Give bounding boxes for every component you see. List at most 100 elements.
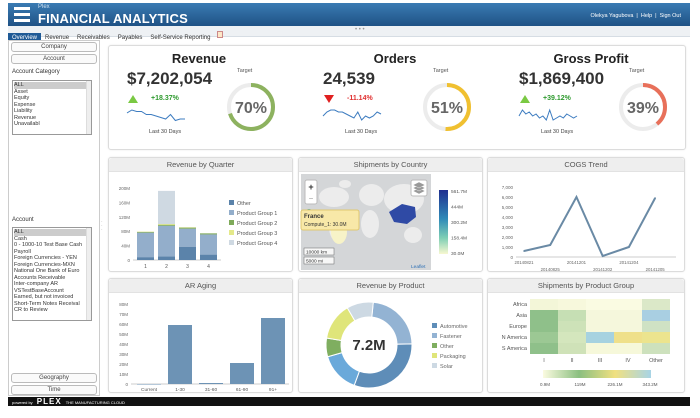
list-option[interactable]: Foreign Currencies - YEN — [14, 255, 77, 261]
legend-label: Solar — [440, 364, 453, 370]
tab-revenue[interactable]: Revenue — [45, 35, 70, 41]
y-tick-label: 6,000 — [502, 195, 514, 200]
x-tick-label: 20140821 — [514, 260, 534, 265]
list-option[interactable]: 0 - 1000-10 Test Base Cash — [14, 242, 83, 248]
donut-center-label: 7.2M — [352, 337, 385, 354]
list-option[interactable]: Unavailabl — [14, 121, 40, 127]
down-arrow-icon — [324, 95, 334, 103]
legend-label: Packaging — [440, 354, 466, 360]
color-scale-bar — [543, 370, 651, 378]
y-tick-label: 80M — [121, 229, 130, 234]
landmass — [359, 184, 384, 206]
bar-segment — [158, 190, 175, 224]
scrollbar[interactable] — [86, 81, 91, 134]
heatmap-cell — [586, 310, 614, 321]
column-label: I — [543, 358, 545, 364]
list-option[interactable]: ALL — [14, 82, 90, 89]
legend-label: Product Group 4 — [237, 241, 277, 247]
list-option[interactable]: Inter-company AR — [14, 281, 59, 287]
list-option[interactable]: Short-Term Notes Receival — [14, 300, 80, 307]
leaflet-attribution-link[interactable]: Leaflet — [411, 264, 426, 270]
footer-bar: powered by PLEX THE MANUFACTURING CLOUD — [8, 397, 690, 406]
list-option[interactable]: Foreign Currencies-MXN — [14, 261, 75, 268]
list-option[interactable]: CR to Review — [14, 307, 48, 313]
heatmap-cell — [530, 332, 558, 343]
kpi-change: +39.12% — [543, 95, 571, 102]
ar-aging-card: AR Aging 0 10M 20M 30M 40M 50M 60M 70M 80M Current… — [108, 278, 293, 393]
list-option[interactable]: Liability — [14, 108, 33, 114]
tab-receivables[interactable]: Receivables — [77, 35, 110, 41]
hamburger-menu-icon[interactable] — [14, 7, 30, 22]
heatmap-cell — [642, 310, 670, 321]
scrollbar[interactable] — [86, 228, 91, 320]
row-label: S America — [502, 346, 528, 352]
up-arrow-icon — [520, 95, 530, 103]
list-option[interactable]: Asset — [14, 88, 28, 95]
list-option[interactable]: Accounts Receivable — [14, 274, 66, 281]
list-option[interactable]: Cash — [14, 235, 27, 242]
accordion-time[interactable]: Time — [11, 385, 97, 395]
accordion-account[interactable]: Account — [11, 54, 97, 64]
row-label: Asia — [516, 313, 528, 319]
landmass — [404, 227, 422, 243]
legend-label: Other — [440, 344, 454, 350]
row-label: N America — [502, 335, 528, 341]
tooltip-value: Compute_1: 30.0M — [304, 222, 347, 228]
legend-label: 30.0M — [451, 251, 464, 257]
collapse-grip-icon[interactable]: • • • — [355, 27, 365, 33]
heatmap-cell — [558, 310, 586, 321]
sign-out-link[interactable]: Sign Out — [659, 13, 681, 19]
list-option[interactable]: Revenue — [14, 114, 37, 121]
x-tick-label: 20141204 — [619, 260, 639, 265]
revenue-by-quarter-card: Revenue by Quarter 0 40M 80M 120M 160M 200M 1 2 3… — [108, 157, 293, 272]
y-tick-label: 30M — [119, 352, 128, 357]
tab-overview[interactable]: Overview — [8, 33, 42, 44]
scale-tick-label: 0.9M — [540, 382, 550, 387]
account-listbox[interactable]: ALL Cash 0 - 1000-10 Test Base Cash Payroll… — [12, 227, 92, 321]
data-point — [601, 255, 604, 257]
y-tick-label: 60M — [119, 322, 128, 327]
y-tick-label: 70M — [119, 312, 128, 317]
list-option[interactable]: VSTestBaseAccount — [14, 287, 64, 294]
data-point — [549, 244, 552, 246]
sidebar-resize-handle[interactable]: · · · — [101, 219, 103, 233]
zoom-out-button[interactable]: − — [309, 194, 314, 203]
x-tick-label: Current — [141, 387, 158, 393]
report-icon[interactable] — [217, 31, 224, 39]
account-category-listbox[interactable]: ALL Asset Equity Expense Liability Revenue Una… — [12, 80, 92, 135]
accordion-geography[interactable]: Geography — [11, 373, 97, 383]
zoom-in-button[interactable]: + — [308, 182, 313, 192]
heatmap-cell — [586, 332, 614, 343]
bar-segment — [179, 246, 196, 260]
y-tick-label: 10M — [119, 372, 128, 377]
y-tick-label: 160M — [119, 200, 131, 205]
legend-label: 300.2M — [451, 220, 467, 226]
shipments-by-product-group-card: Shipments by Product Group Africa Asia Euro… — [487, 278, 685, 393]
list-option[interactable]: Equity — [14, 95, 30, 101]
list-option[interactable]: Payroll — [14, 248, 31, 255]
accordion-company[interactable]: Company — [11, 42, 97, 52]
legend-label: Other — [237, 201, 251, 207]
sparkline — [126, 109, 185, 122]
list-option[interactable]: National One Bank of Euro — [14, 268, 80, 274]
help-link[interactable]: Help — [640, 13, 653, 19]
list-option[interactable]: ALL — [14, 229, 90, 236]
legend-swatch — [432, 353, 437, 358]
user-name-link[interactable]: Olekya Yagubova — [590, 13, 634, 19]
list-option[interactable]: Expense — [14, 101, 36, 108]
bar — [168, 325, 192, 384]
x-tick-label: 1 — [144, 264, 147, 270]
tab-payables[interactable]: Payables — [117, 35, 143, 41]
tab-self-service-reporting[interactable]: Self-Service Reporting — [150, 35, 211, 41]
column-label: II — [570, 358, 574, 364]
plex-logo: powered by PLEX THE MANUFACTURING CLOUD — [12, 397, 125, 406]
shipments-map[interactable]: + − France Compute_1: 30.0M 10000 km 5000 mi L… — [299, 172, 484, 272]
zoom-control — [304, 179, 318, 205]
row-label: Europe — [509, 324, 527, 330]
scale-bar — [303, 256, 335, 265]
legend-label: Automotive — [440, 324, 468, 330]
list-option[interactable]: Earned, but not invoiced — [14, 294, 74, 300]
bar-segment — [137, 232, 154, 258]
data-point — [523, 250, 525, 252]
